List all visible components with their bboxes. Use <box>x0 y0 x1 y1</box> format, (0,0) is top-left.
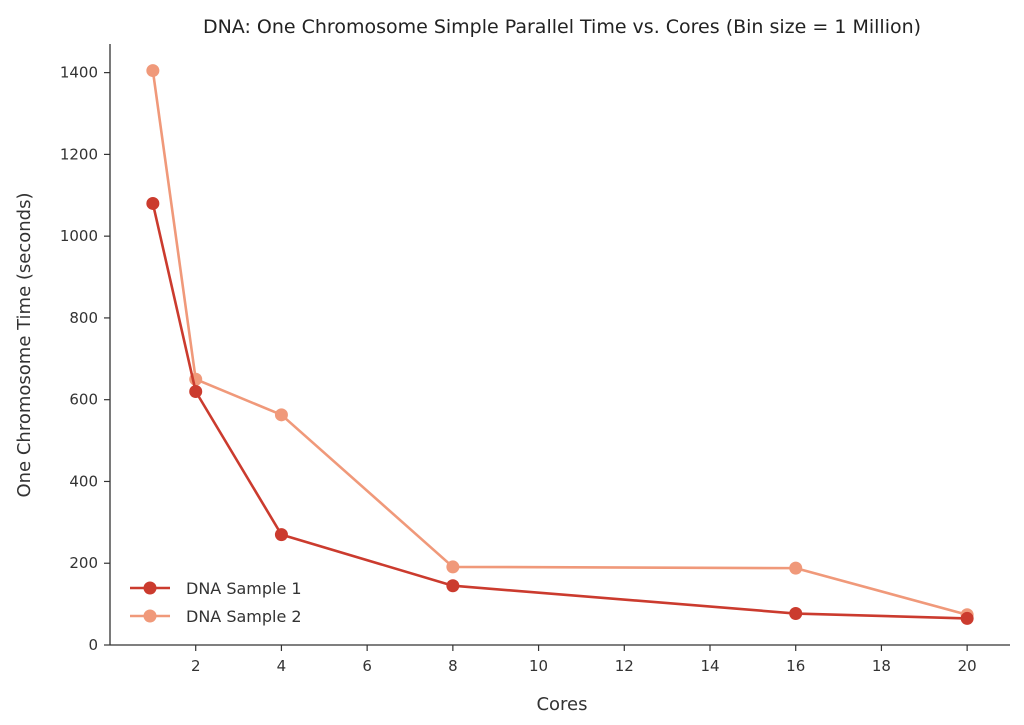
series-1-point <box>146 196 160 210</box>
x-tick-label: 4 <box>277 657 287 675</box>
legend-label: DNA Sample 1 <box>186 579 302 598</box>
series-2-point <box>146 64 160 78</box>
series-layer <box>146 64 974 625</box>
series-1 <box>146 196 974 625</box>
series-1-point <box>189 385 203 399</box>
x-ticks: 2 4 6 8 10 12 14 16 18 20 <box>191 645 977 675</box>
y-tick-label: 1000 <box>60 227 98 245</box>
y-tick-label: 800 <box>69 309 98 327</box>
y-tick-label: 0 <box>88 636 98 654</box>
y-tick-label: 1200 <box>60 145 98 163</box>
series-1-line <box>151 203 968 620</box>
series-2 <box>146 64 974 622</box>
legend-item-1: DNA Sample 1 <box>130 579 302 598</box>
series-1-point <box>789 607 803 621</box>
series-2-point <box>789 561 803 575</box>
axes <box>109 44 1010 646</box>
legend-label: DNA Sample 2 <box>186 607 302 626</box>
legend: DNA Sample 1 DNA Sample 2 <box>130 579 302 626</box>
x-tick-label: 14 <box>700 657 719 675</box>
x-tick-label: 18 <box>872 657 891 675</box>
series-2-line <box>151 70 968 617</box>
y-axis-title: One Chromosome Time (seconds) <box>14 192 35 497</box>
legend-item-2: DNA Sample 2 <box>130 607 302 626</box>
y-tick-label: 200 <box>69 554 98 572</box>
y-tick-label: 600 <box>69 391 98 409</box>
series-2-point <box>274 408 288 422</box>
series-2-point <box>446 560 460 574</box>
series-1-point <box>960 611 974 625</box>
x-tick-label: 10 <box>529 657 548 675</box>
x-tick-label: 16 <box>786 657 805 675</box>
legend-swatch-marker <box>143 609 157 623</box>
y-tick-label: 1400 <box>60 64 98 82</box>
x-tick-label: 20 <box>958 657 977 675</box>
x-tick-label: 2 <box>191 657 201 675</box>
x-tick-label: 6 <box>362 657 372 675</box>
series-1-point <box>446 579 460 593</box>
y-ticks: 0 200 400 600 800 1000 1200 1400 <box>60 64 110 654</box>
y-tick-label: 400 <box>69 472 98 490</box>
chart-title: DNA: One Chromosome Simple Parallel Time… <box>203 16 921 38</box>
x-tick-label: 12 <box>615 657 634 675</box>
x-axis-title: Cores <box>536 694 587 715</box>
x-tick-label: 8 <box>448 657 458 675</box>
legend-swatch-marker <box>143 581 157 595</box>
series-1-point <box>274 528 288 542</box>
